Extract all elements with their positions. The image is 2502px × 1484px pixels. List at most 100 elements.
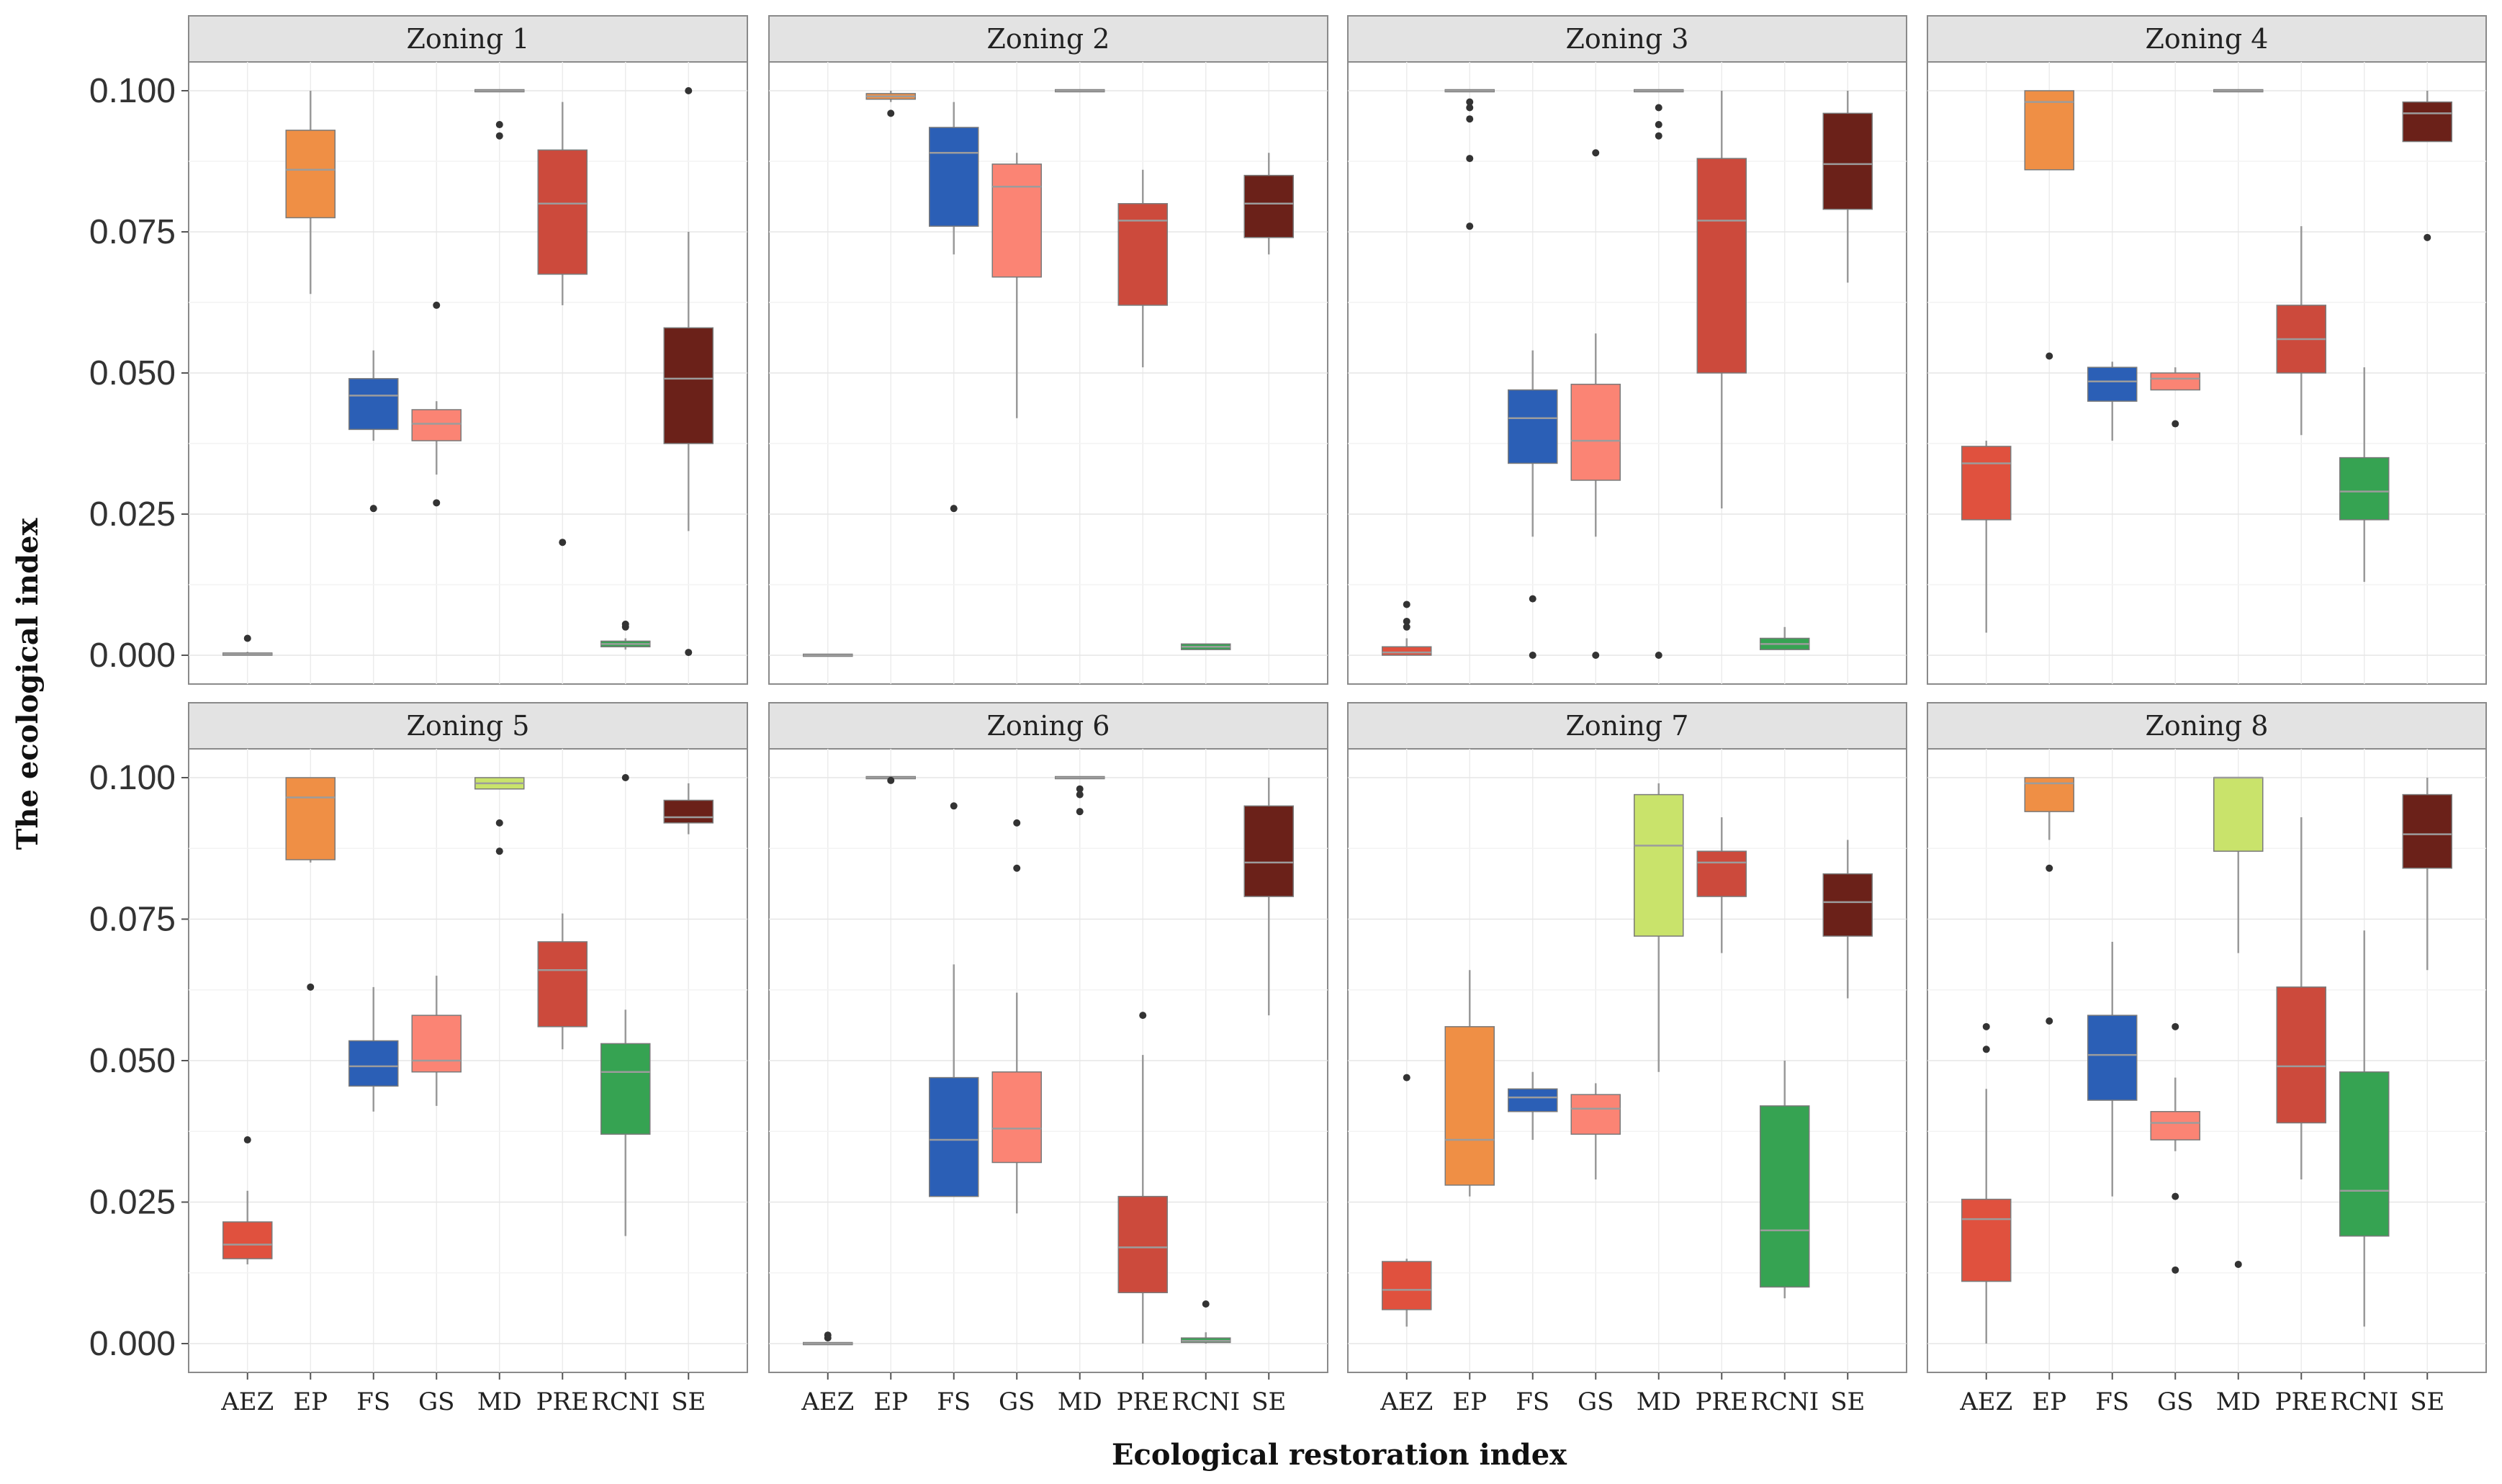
box-body bbox=[2150, 372, 2200, 391]
box-body bbox=[2402, 101, 2452, 143]
panel-title: Zoning 5 bbox=[407, 710, 530, 742]
box-gs bbox=[411, 976, 462, 1106]
box-se bbox=[663, 87, 714, 657]
panel-title: Zoning 1 bbox=[407, 23, 530, 55]
box-body bbox=[1117, 1195, 1168, 1294]
outlier-point bbox=[685, 87, 693, 94]
outlier-point bbox=[2172, 420, 2179, 428]
box-fs bbox=[2087, 361, 2138, 441]
outlier-point bbox=[559, 539, 567, 547]
box-body bbox=[2024, 90, 2074, 171]
panel-title: Zoning 8 bbox=[2146, 710, 2269, 742]
x-tick-label: FS bbox=[1516, 1388, 1549, 1416]
box-se bbox=[2402, 91, 2452, 241]
box-aez bbox=[1961, 1022, 2012, 1344]
box-pre bbox=[2276, 817, 2326, 1180]
box-se bbox=[1243, 778, 1294, 1016]
y-tick-label: 0.100 bbox=[89, 759, 176, 797]
outlier-point bbox=[2234, 1260, 2242, 1268]
x-tick-label: GS bbox=[2157, 1388, 2193, 1416]
box-body bbox=[285, 130, 336, 219]
outlier-point bbox=[1076, 785, 1084, 793]
box-pre bbox=[1696, 817, 1747, 953]
box-body bbox=[1760, 1105, 1810, 1288]
x-tick-label: RCNI bbox=[1750, 1388, 1819, 1416]
outlier-point bbox=[1982, 1045, 1990, 1053]
outlier-point bbox=[433, 301, 441, 309]
box-body bbox=[991, 1071, 1042, 1164]
panel-8: Zoning 8 bbox=[1927, 702, 2487, 1373]
box-aez bbox=[222, 1136, 273, 1264]
box-body bbox=[537, 149, 588, 275]
box-pre bbox=[1696, 91, 1747, 509]
outlier-point bbox=[243, 634, 251, 642]
box-body bbox=[991, 163, 1042, 278]
box-aez bbox=[1382, 601, 1432, 656]
box-rcni bbox=[600, 620, 651, 650]
panel-1: Zoning 1 bbox=[188, 15, 748, 685]
outlier-point bbox=[2046, 352, 2053, 360]
box-rcni bbox=[1760, 626, 1810, 650]
outlier-point bbox=[369, 505, 377, 513]
box-body bbox=[348, 378, 399, 431]
box-rcni bbox=[600, 774, 651, 1236]
box-body bbox=[285, 777, 336, 860]
panel-title: Zoning 3 bbox=[1566, 23, 1689, 55]
outlier-point bbox=[2172, 1192, 2179, 1200]
box-body bbox=[1634, 793, 1684, 937]
box-se bbox=[1822, 840, 1873, 999]
box-body bbox=[2150, 1110, 2200, 1141]
outlier-point bbox=[495, 847, 503, 855]
panel-strip bbox=[1927, 15, 2487, 63]
box-body bbox=[2402, 793, 2452, 869]
panel-strip bbox=[768, 15, 1328, 63]
box-body bbox=[222, 1221, 273, 1259]
box-gs bbox=[1570, 1083, 1621, 1180]
outlier-point bbox=[1076, 791, 1084, 799]
panel-title: Zoning 4 bbox=[2146, 23, 2269, 55]
box-aez bbox=[803, 653, 853, 657]
box-body bbox=[1822, 873, 1873, 937]
x-tick-label: GS bbox=[418, 1388, 454, 1416]
box-fs bbox=[348, 986, 399, 1112]
x-tick-label: RCNI bbox=[2330, 1388, 2398, 1416]
x-tick-label: EP bbox=[873, 1388, 908, 1416]
outlier-point bbox=[1655, 104, 1662, 112]
outlier-point bbox=[307, 983, 315, 991]
box-body bbox=[1382, 1261, 1432, 1310]
box-se bbox=[2402, 778, 2452, 971]
panel-strip bbox=[1347, 702, 1907, 750]
box-pre bbox=[537, 102, 588, 547]
outlier-point bbox=[1076, 808, 1084, 816]
box-body bbox=[2276, 986, 2326, 1124]
outlier-point bbox=[621, 774, 629, 781]
x-tick-label: SE bbox=[671, 1388, 706, 1416]
x-tick-label: EP bbox=[293, 1388, 328, 1416]
box-body bbox=[2087, 1015, 2138, 1101]
box-rcni bbox=[1760, 1061, 1810, 1299]
outlier-point bbox=[1013, 864, 1021, 872]
box-aez bbox=[1961, 441, 2012, 633]
box-md bbox=[1055, 89, 1105, 93]
outlier-point bbox=[1013, 819, 1021, 827]
box-body bbox=[600, 1043, 651, 1135]
outlier-point bbox=[1403, 617, 1410, 625]
panel-2: Zoning 2 bbox=[768, 15, 1328, 685]
x-tick-label: FS bbox=[356, 1388, 390, 1416]
box-gs bbox=[2150, 367, 2200, 428]
x-tick-label: MD bbox=[1637, 1388, 1681, 1416]
y-tick-label: 0.075 bbox=[89, 901, 176, 939]
box-rcni bbox=[2339, 367, 2390, 583]
box-body bbox=[1961, 446, 2012, 521]
outlier-point bbox=[1466, 98, 1474, 106]
panel-strip bbox=[188, 702, 748, 750]
outlier-point bbox=[1655, 652, 1662, 659]
box-body bbox=[1822, 112, 1873, 210]
x-tick-label: AEZ bbox=[1380, 1388, 1433, 1416]
outlier-point bbox=[495, 132, 503, 140]
outlier-point bbox=[1466, 155, 1474, 163]
x-tick-label: PRE bbox=[2275, 1388, 2328, 1416]
outlier-point bbox=[1982, 1022, 1990, 1030]
axis-layer: AEZ EP FS GS MD PRE RCNI SE AEZ EP FS GS MD PRE RCNI SE… bbox=[89, 72, 2444, 1416]
y-axis-title: The ecological index bbox=[11, 518, 45, 850]
